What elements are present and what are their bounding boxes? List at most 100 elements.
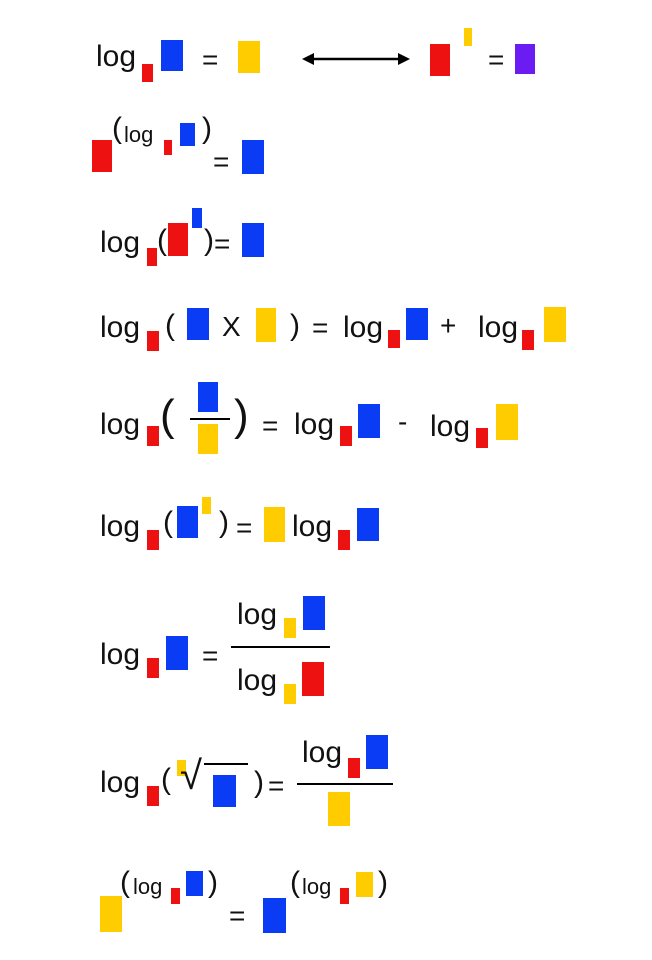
left-paren: (: [165, 309, 175, 342]
red-base-block: [388, 330, 400, 348]
yellow-index-block: [177, 760, 186, 776]
radical-sign: √: [180, 754, 202, 798]
log-text: log: [237, 598, 278, 631]
blue-block: [177, 506, 198, 538]
log-text: log: [292, 510, 333, 543]
yellow-exponent-block: [202, 497, 211, 514]
plus-sign: +: [440, 310, 457, 341]
red-base-block: [340, 888, 349, 904]
right-paren: ): [219, 506, 229, 539]
red-base-block: [522, 330, 534, 350]
blue-exponent-block: [192, 208, 202, 228]
blue-block: [187, 308, 209, 340]
log-text: log: [302, 736, 343, 769]
log-text: log: [100, 510, 141, 543]
log-text: log: [430, 410, 471, 443]
times-sign: X: [222, 311, 241, 342]
red-base-block: [142, 64, 153, 82]
yellow-base-block: [284, 684, 296, 704]
blue-argument-block: [161, 40, 183, 71]
yellow-base-block: [284, 618, 296, 638]
blue-block: [366, 735, 388, 769]
right-paren: ): [234, 391, 249, 440]
log-text: log: [124, 122, 154, 147]
red-base-block: [430, 44, 450, 76]
equals-sign: =: [236, 512, 253, 543]
yellow-result-block: [238, 41, 260, 73]
blue-base-block: [263, 898, 286, 933]
blue-block: [303, 596, 325, 630]
right-paren: ): [202, 112, 212, 145]
red-base-block: [171, 888, 180, 904]
red-base-block: [338, 530, 350, 550]
blue-result-block: [242, 223, 264, 257]
yellow-exponent-block: [464, 28, 472, 46]
red-base-block: [476, 428, 488, 448]
red-block: [302, 662, 324, 696]
log-text: log: [302, 874, 332, 899]
red-base-block: [164, 140, 172, 155]
log-text: log: [237, 664, 278, 697]
log-text: log: [100, 311, 141, 344]
radical-bar: [204, 763, 248, 765]
right-paren: ): [254, 766, 264, 799]
yellow-base-block: [100, 896, 122, 932]
blue-block: [186, 871, 203, 896]
equals-sign: =: [262, 410, 279, 441]
fraction-bar: [297, 783, 393, 785]
left-paren: (: [290, 866, 300, 899]
equals-sign: =: [268, 770, 285, 801]
red-base-block: [340, 426, 352, 446]
minus-sign: -: [398, 406, 408, 437]
right-paren: ): [204, 224, 214, 257]
right-paren: ): [378, 866, 388, 899]
equals-sign: =: [312, 312, 329, 343]
yellow-block: [496, 404, 518, 440]
equals-sign: =: [214, 228, 231, 259]
double-arrow-icon: [302, 53, 410, 65]
yellow-denominator-block: [328, 792, 350, 826]
log-text: log: [100, 408, 141, 441]
log-text: log: [294, 408, 335, 441]
red-base-block: [147, 658, 159, 678]
red-base-block: [147, 248, 157, 266]
red-base-block: [168, 223, 188, 256]
right-paren: ): [208, 866, 218, 899]
red-base-block: [348, 758, 360, 778]
equals-sign: =: [229, 900, 246, 931]
log-text: log: [100, 766, 141, 799]
blue-block: [166, 636, 188, 670]
blue-block: [357, 508, 379, 541]
log-text: log: [96, 40, 137, 73]
log-text: log: [478, 311, 519, 344]
blue-argument-block: [180, 123, 195, 146]
red-base-block: [147, 530, 159, 550]
left-paren: (: [112, 112, 122, 145]
red-base-block: [147, 331, 159, 351]
yellow-block: [356, 872, 373, 897]
yellow-block: [544, 307, 566, 342]
red-base-block: [147, 786, 159, 806]
left-paren: (: [157, 224, 167, 257]
yellow-denominator-block: [198, 424, 218, 454]
fraction-bar: [231, 646, 330, 648]
left-paren: (: [163, 506, 173, 539]
log-text: log: [133, 874, 163, 899]
right-paren: ): [290, 309, 300, 342]
fraction-bar: [190, 418, 230, 420]
blue-numerator-block: [198, 382, 218, 412]
red-base-block: [147, 426, 159, 446]
log-text: log: [100, 226, 141, 259]
blue-argument-block: [242, 140, 264, 174]
blue-block: [406, 308, 428, 340]
purple-value-block: [515, 44, 535, 74]
yellow-block: [256, 308, 276, 342]
left-paren: (: [160, 391, 175, 440]
equals-sign: =: [213, 146, 230, 177]
red-base-block: [92, 140, 112, 172]
equals-sign: =: [488, 44, 505, 75]
left-paren: (: [161, 763, 171, 796]
log-text: log: [100, 638, 141, 671]
blue-block: [358, 404, 380, 438]
